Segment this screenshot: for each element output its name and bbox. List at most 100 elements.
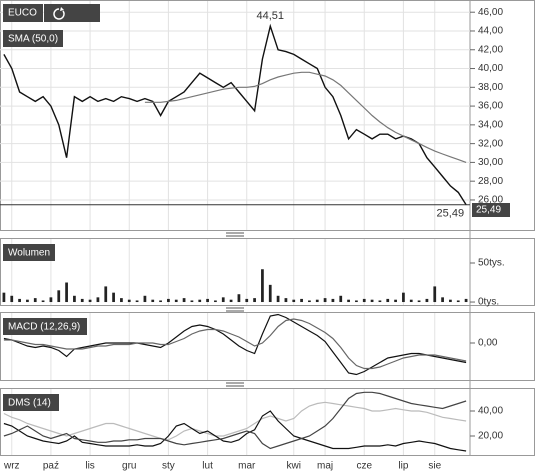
value-label: 44,51 (256, 10, 284, 22)
panel-frame (0, 388, 535, 456)
x-tick-label: kwi (287, 461, 301, 472)
x-tick-label: gru (122, 461, 136, 472)
volume-bar (300, 298, 303, 303)
indicator-label: DMS (14) (8, 398, 51, 409)
indicator-label: MACD (12,26,9) (8, 322, 80, 333)
volume-bar (49, 297, 53, 303)
y-tick-label: 42,00 (478, 44, 503, 55)
volume-bar (339, 295, 343, 303)
x-tick-label: cze (356, 461, 372, 472)
volume-bar (253, 298, 256, 303)
volume-bar (57, 290, 61, 303)
volume-bar (362, 298, 366, 303)
volume-bar (292, 299, 296, 303)
volume-bar (80, 298, 84, 303)
x-tick-label: paź (43, 461, 59, 472)
volume-bar (308, 300, 311, 303)
last-price-label: 25,49 (476, 205, 501, 216)
y-tick-label: 40,00 (478, 406, 503, 417)
series-line (3, 318, 467, 370)
volume-bar (409, 299, 413, 303)
x-tick-label: maj (317, 461, 333, 472)
indicator-box[interactable] (3, 30, 63, 47)
volume-bar (96, 297, 100, 303)
volume-bar (214, 300, 217, 303)
volume-bar (112, 292, 115, 303)
y-tick-label: 20,00 (478, 431, 503, 442)
series-line (3, 410, 467, 452)
volume-bar (268, 284, 272, 303)
volume-bar (65, 282, 68, 303)
x-tick-label: sty (162, 461, 175, 472)
volume-bar (449, 299, 452, 303)
volume-bar (73, 295, 76, 303)
y-tick-label: 32,00 (478, 138, 503, 149)
series-line (144, 71, 467, 163)
volume-bar (159, 300, 162, 303)
volume-bar (331, 298, 335, 303)
x-tick-label: wrz (3, 461, 20, 472)
series-line (3, 401, 467, 441)
y-tick-label: 0tys. (478, 297, 499, 308)
volume-bar (143, 295, 147, 303)
indicator-label: SMA (50,0) (8, 34, 58, 45)
volume-bar (26, 299, 29, 303)
volume-bar (370, 299, 374, 303)
y-tick-label: 36,00 (478, 101, 503, 112)
volume-bar (284, 298, 288, 303)
volume-bar (10, 295, 14, 303)
y-tick-label: 28,00 (478, 176, 503, 187)
last-price-box (472, 203, 510, 217)
volume-bar (18, 298, 21, 303)
volume-bar (127, 299, 131, 303)
indicator-label: Wolumen (8, 248, 50, 259)
volume-bar (167, 298, 170, 303)
symbol: EUCO (8, 8, 37, 19)
y-tick-label: 34,00 (478, 119, 503, 130)
volume-bar (190, 300, 194, 303)
refresh-button[interactable] (44, 4, 100, 22)
y-tick-label: 40,00 (478, 63, 503, 74)
volume-bar (182, 298, 186, 303)
x-tick-label: lis (85, 461, 94, 472)
y-tick-label: 44,00 (478, 26, 503, 37)
volume-bar (33, 298, 37, 303)
volume-bar (464, 298, 468, 303)
resize-handles (226, 232, 244, 387)
volume-bar (104, 286, 108, 303)
panel-frame (0, 312, 535, 381)
indicator-box[interactable] (3, 244, 55, 261)
x-tick-label: mar (238, 461, 256, 472)
volume-bar (347, 299, 350, 303)
value-label: 25,49 (437, 208, 465, 220)
refresh-icon (53, 8, 65, 20)
indicator-box[interactable] (3, 318, 87, 335)
volume-bar (417, 300, 421, 303)
volume-bar (120, 298, 123, 303)
volume-bar (198, 299, 202, 303)
x-tick-label: lip (398, 461, 408, 472)
volume-bar (323, 298, 327, 303)
volume-bar (276, 295, 280, 303)
panel-frame (0, 238, 535, 306)
series-line (3, 313, 467, 376)
panel-labels: EUCO SMA (50,0) Wolumen MACD (12,26,9) D… (3, 4, 510, 411)
volume-bar (261, 269, 264, 303)
y-tick-label: 0,00 (478, 338, 498, 349)
volume-bar (425, 298, 429, 303)
panel-frame (0, 0, 535, 231)
volume-bar (88, 299, 92, 303)
volume-bar (151, 299, 155, 303)
y-tick-label: 46,00 (478, 7, 503, 18)
indicator-box[interactable] (3, 394, 59, 411)
series-line (3, 391, 467, 450)
volume-bar (221, 297, 225, 303)
symbol-box[interactable] (3, 4, 43, 22)
frames (0, 0, 535, 456)
volume-bar (456, 300, 460, 303)
volume-bar (245, 298, 249, 303)
volume-bar (41, 300, 45, 303)
y-tick-label: 50tys. (478, 258, 505, 269)
